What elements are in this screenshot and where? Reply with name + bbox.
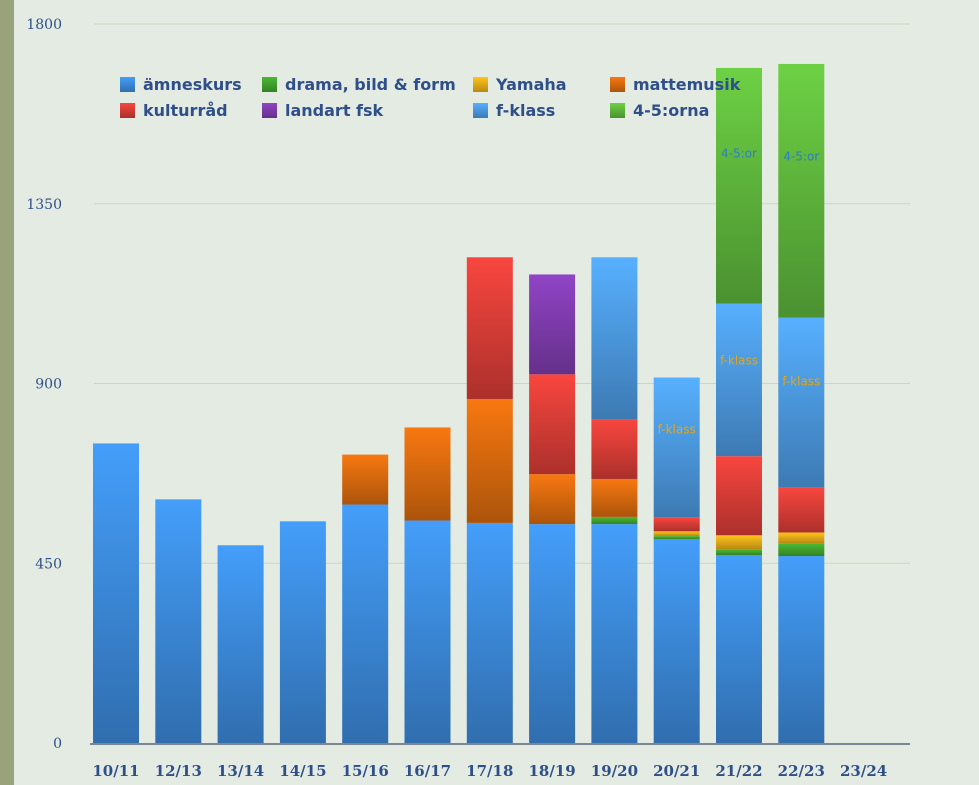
bar-16-17-mattemusik: [404, 427, 451, 521]
bar-13-14-amneskurs: [217, 545, 264, 743]
bar-segments: [93, 63, 825, 743]
bar-21-22-amneskurs: [716, 555, 762, 743]
legend-label-landart-fsk: landart fsk: [285, 101, 384, 120]
x-tick-label-23-24: 23/24: [840, 762, 887, 780]
legend-swatch-4-5-orna: [610, 103, 625, 118]
x-tick-label-21-22: 21/22: [715, 762, 762, 780]
bar-21-22-f-klass: [716, 303, 762, 457]
bar-18-19-landart-fsk: [529, 274, 576, 375]
bar-20-21-f-klass: [653, 377, 700, 518]
x-tick-label-12-13: 12/13: [155, 762, 202, 780]
bar-17-18-kulturrad: [466, 257, 513, 400]
bar-10-11-amneskurs: [93, 443, 139, 743]
legend-label-kulturrad: kulturråd: [143, 101, 228, 120]
legend-label-yamaha: Yamaha: [495, 75, 567, 94]
axes: 0 450 900 1350 1800 10/11 12/13 13/14 14/15 15/16…: [26, 17, 910, 780]
x-tick-label-16-17: 16/17: [404, 762, 451, 780]
bar-21-22-yamaha: [716, 535, 762, 550]
legend-swatch-kulturrad: [120, 103, 135, 118]
x-tick-label-17-18: 17/18: [466, 762, 513, 780]
bar-15-16-amneskurs: [342, 504, 389, 743]
y-tick-label-450: 450: [35, 556, 62, 572]
legend-swatch-amneskurs: [120, 77, 135, 92]
bar-19-20-amneskurs: [591, 524, 638, 743]
bar-20-21-drama-bild-form: [653, 536, 700, 540]
segment-annotations: f-klass f-klass f-klass 4-5:or 4-5:or: [658, 146, 821, 436]
bar-22-23-amneskurs: [778, 556, 825, 743]
x-tick-label-22-23: 22/23: [778, 762, 825, 780]
legend-label-4-5-orna: 4-5:orna: [633, 101, 709, 120]
bar-20-21-yamaha: [653, 531, 700, 537]
x-tick-label-19-20: 19/20: [591, 762, 638, 780]
annotation-f-klass-22-23: f-klass: [782, 374, 820, 388]
bar-18-19-mattemusik: [529, 474, 576, 525]
bar-21-22-4-5-orna: [716, 67, 762, 304]
x-tick-label-15-16: 15/16: [342, 762, 389, 780]
bar-14-15-amneskurs: [279, 521, 326, 743]
bar-19-20-kulturrad: [591, 419, 638, 479]
annotation-4-5-or-22-23: 4-5:or: [783, 149, 819, 163]
bar-22-23-drama-bild-form: [778, 543, 825, 557]
y-tick-label-1800: 1800: [26, 17, 62, 33]
legend-label-f-klass: f-klass: [496, 101, 555, 120]
annotation-4-5-or-21-22: 4-5:or: [721, 146, 757, 160]
bar-19-20-f-klass: [591, 257, 638, 420]
bar-19-20-mattemusik: [591, 478, 638, 517]
bar-17-18-mattemusik: [466, 399, 513, 523]
legend-label-mattemusik: mattemusik: [633, 75, 741, 94]
bar-19-20-drama-bild-form: [591, 516, 638, 525]
legend-swatch-mattemusik: [610, 77, 625, 92]
x-tick-label-10-11: 10/11: [92, 762, 139, 780]
legend-swatch-landart-fsk: [262, 103, 277, 118]
bar-22-23-yamaha: [778, 532, 825, 544]
bar-22-23-4-5-orna: [778, 63, 825, 318]
y-tick-label-900: 900: [35, 377, 62, 393]
bar-20-21-amneskurs: [653, 539, 700, 743]
bar-12-13-amneskurs: [155, 499, 202, 743]
bar-21-22-drama-bild-form: [716, 549, 762, 556]
bar-17-18-amneskurs: [466, 522, 513, 743]
left-border-decoration: [0, 0, 14, 785]
bar-21-22-kulturrad: [716, 456, 762, 536]
bar-15-16-mattemusik: [342, 454, 389, 505]
legend-label-amneskurs: ämneskurs: [143, 75, 242, 94]
legend: ämneskurs drama, bild & form Yamaha mattemu…: [120, 75, 741, 120]
bar-20-21-kulturrad: [653, 517, 700, 532]
bar-22-23-kulturrad: [778, 487, 825, 533]
y-tick-label-1350: 1350: [26, 197, 62, 213]
legend-swatch-drama-bild-form: [262, 77, 277, 92]
annotation-f-klass-21-22: f-klass: [720, 354, 758, 368]
legend-swatch-f-klass: [473, 103, 488, 118]
legend-label-drama-bild-form: drama, bild & form: [285, 75, 456, 94]
bar-18-19-amneskurs: [529, 524, 576, 743]
y-tick-label-0: 0: [53, 736, 62, 752]
bar-22-23-f-klass: [778, 317, 825, 488]
x-tick-label-20-21: 20/21: [653, 762, 700, 780]
x-tick-label-14-15: 14/15: [279, 762, 326, 780]
bar-16-17-amneskurs: [404, 520, 451, 743]
bar-18-19-kulturrad: [529, 374, 576, 475]
annotation-f-klass-20-21: f-klass: [658, 422, 696, 436]
x-tick-label-18-19: 18/19: [528, 762, 575, 780]
x-tick-label-13-14: 13/14: [217, 762, 264, 780]
legend-swatch-yamaha: [473, 77, 488, 92]
